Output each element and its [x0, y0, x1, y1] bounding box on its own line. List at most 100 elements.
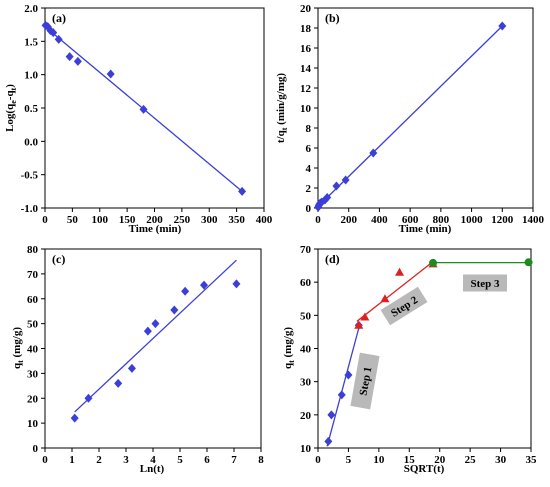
- y-tick-label: 70: [300, 244, 312, 256]
- panel-label: (a): [52, 11, 66, 25]
- y-tick-label: 6: [306, 143, 312, 155]
- data-point: [70, 413, 79, 423]
- y-tick-label: -1.0: [21, 203, 39, 215]
- y-tick-label: 4: [306, 163, 312, 175]
- data-point: [139, 104, 148, 114]
- y-axis-label-part: Log(q: [4, 103, 16, 132]
- panel-b: 0 200 400 600 800 1000 1200 1400 0 2 4 6 8 10 12 14 16 18…: [275, 3, 545, 235]
- data-point: [369, 148, 378, 158]
- x-tick-label: 35: [526, 454, 538, 466]
- y-tick-label: 20: [300, 410, 312, 422]
- x-tick-label: 1000: [461, 214, 484, 226]
- data-point: [380, 294, 390, 303]
- data-point: [54, 34, 63, 44]
- y-tick-label: 10: [300, 443, 312, 455]
- step-annotation: Step 1: [350, 352, 380, 410]
- step-box: [380, 286, 428, 326]
- data-point: [143, 326, 152, 336]
- data-point: [200, 280, 209, 290]
- y-tick-label: 40: [27, 344, 39, 356]
- data-point: [73, 56, 82, 66]
- data-point: [49, 28, 58, 38]
- y-axis-label-part: ): [4, 84, 16, 88]
- y-axis-label-part: (min/g/mg): [275, 73, 287, 128]
- x-tick-label: 1400: [522, 214, 545, 226]
- y-tick-label: 50: [300, 310, 312, 322]
- x-tick-label: 5: [177, 454, 183, 466]
- x-tick-label: 1200: [491, 214, 514, 226]
- data-point: [84, 393, 93, 403]
- panel-label: (b): [325, 11, 340, 25]
- y-tick-label: 70: [27, 269, 39, 281]
- y-axis-label: t/qt (min/g/mg): [275, 73, 289, 144]
- x-tick-label: 10: [373, 454, 385, 466]
- x-tick-label: 200: [146, 214, 163, 226]
- y-axis-label: Log(qe-qt): [4, 84, 18, 132]
- y-tick-label: 30: [300, 377, 312, 389]
- x-tick-label: 600: [402, 214, 419, 226]
- x-tick-label: 0: [42, 214, 48, 226]
- x-tick-label: 20: [434, 454, 446, 466]
- y-tick-label: 14: [300, 63, 312, 75]
- y-axis-label: qt (mg/g): [282, 327, 296, 369]
- panel-a: 0 50 100 150 200 250 300 350 400 -1.0 -0.5 0.0 0.5 1.…: [4, 3, 273, 235]
- x-axis-label: Time (min): [399, 223, 452, 235]
- x-axis-label: Time (min): [129, 223, 182, 235]
- y-tick-label: 0: [306, 203, 312, 215]
- x-tick-label: 0: [42, 454, 48, 466]
- y-tick-label: 12: [300, 83, 312, 95]
- y-axis-label-part: q: [282, 362, 294, 369]
- data-point: [238, 186, 247, 196]
- x-tick-label: 7: [231, 454, 237, 466]
- y-axis-label-part: q: [11, 362, 23, 369]
- y-axis-label: qt (mg/g): [11, 327, 25, 369]
- y-tick-label: 1.5: [24, 36, 38, 48]
- y-tick-label: 0.5: [24, 103, 38, 115]
- data-point: [337, 390, 346, 400]
- x-tick-label: 250: [174, 214, 191, 226]
- step-label: Step 3: [470, 278, 500, 290]
- data-point: [232, 279, 241, 289]
- y-tick-label: 80: [27, 244, 39, 256]
- data-point: [127, 363, 136, 373]
- plot-frame: [317, 7, 534, 209]
- x-tick-label: 1: [69, 454, 75, 466]
- x-axis-label: Ln(t): [140, 463, 165, 475]
- step-label: Step 1: [358, 366, 375, 397]
- y-axis-label-subscript: t: [280, 127, 289, 130]
- fit-line: [326, 323, 361, 447]
- x-axis-label: SQRT(t): [404, 463, 445, 475]
- fit-line: [356, 261, 434, 322]
- y-axis-label-subscript: t: [287, 360, 296, 363]
- step-box: [350, 352, 380, 410]
- y-tick-label: 50: [27, 319, 39, 331]
- step-annotation: Step 2: [380, 286, 428, 326]
- y-tick-label: 10: [300, 103, 312, 115]
- data-point: [46, 26, 55, 36]
- plot-frame: [44, 7, 265, 209]
- y-axis-label-subscript: t: [9, 87, 18, 90]
- y-tick-label: 60: [300, 277, 312, 289]
- step-annotation: Step 3: [463, 274, 507, 292]
- y-tick-label: 30: [27, 368, 39, 380]
- data-point: [181, 286, 190, 296]
- x-tick-label: 5: [346, 454, 352, 466]
- x-tick-label: 3: [123, 454, 129, 466]
- fit-line: [74, 259, 237, 413]
- x-tick-label: 2: [96, 454, 102, 466]
- y-tick-label: 18: [300, 23, 312, 35]
- x-tick-label: 6: [204, 454, 210, 466]
- data-point: [327, 410, 336, 420]
- data-point: [323, 193, 332, 202]
- x-tick-label: 150: [119, 214, 136, 226]
- data-point: [524, 258, 533, 267]
- x-tick-label: 350: [228, 214, 245, 226]
- data-point: [151, 319, 160, 329]
- data-point: [114, 378, 123, 388]
- data-point: [498, 21, 507, 31]
- x-tick-label: 0: [315, 454, 321, 466]
- x-tick-label: 4: [150, 454, 156, 466]
- data-point: [106, 69, 115, 79]
- y-tick-label: 40: [300, 344, 312, 356]
